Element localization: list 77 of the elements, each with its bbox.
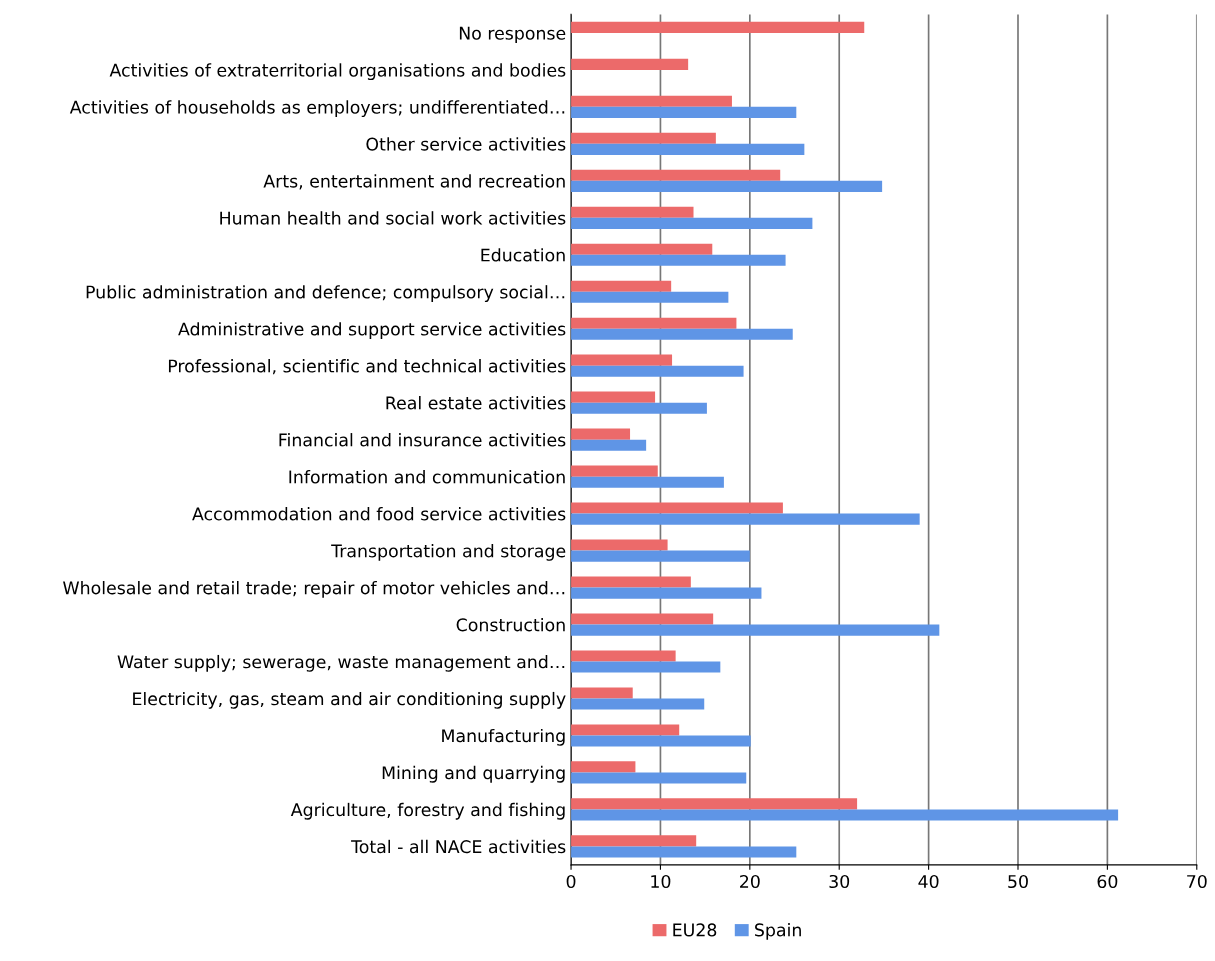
bar	[571, 465, 658, 477]
y-tick-label: Construction	[456, 617, 565, 632]
bar	[571, 365, 744, 377]
bar	[571, 132, 716, 144]
y-tick-label: Water supply; sewerage, waste management and…	[117, 654, 565, 672]
y-tick-label: Financial and insurance activities	[279, 433, 566, 447]
y-tick-label: Total - all NACE activities	[351, 839, 566, 854]
y-tick-label: Human health and social work activities	[220, 211, 566, 225]
x-tick-label: 30	[829, 874, 850, 889]
bar	[571, 206, 694, 218]
bar	[571, 772, 747, 784]
bar	[571, 476, 724, 488]
bar	[571, 550, 750, 562]
bar	[571, 587, 762, 599]
x-tick-label: 0	[566, 874, 576, 889]
bar	[571, 513, 920, 525]
bar	[571, 143, 805, 155]
bar	[571, 402, 707, 414]
bar	[571, 354, 673, 366]
bar	[571, 217, 813, 229]
x-tick-label: 50	[1008, 874, 1028, 889]
bar	[571, 624, 940, 636]
bar	[571, 576, 691, 588]
y-tick-label: Information and communication	[289, 470, 565, 484]
bar	[571, 661, 721, 673]
y-tick-label: Activities of extraterritorial organisations and bodies	[109, 63, 566, 81]
y-tick-label: Other service activities	[366, 137, 566, 151]
bar	[571, 650, 676, 662]
y-tick-label: Education	[481, 248, 565, 262]
y-tick-label: Manufacturing	[442, 728, 565, 746]
bar	[571, 243, 713, 255]
y-tick-label: Real estate activities	[386, 396, 566, 410]
bar	[571, 58, 689, 70]
bar	[571, 439, 647, 451]
bar	[571, 180, 883, 192]
x-tick-label: 60	[1097, 874, 1118, 889]
y-tick-label: No response	[459, 26, 566, 44]
y-tick-label: Agriculture, forestry and fishing	[290, 802, 565, 820]
bar	[571, 106, 797, 118]
y-tick-label: Arts, entertainment and recreation	[263, 174, 565, 190]
x-tick-label: 10	[651, 874, 671, 889]
bar	[571, 761, 636, 773]
bar	[571, 846, 797, 858]
bar	[571, 698, 705, 710]
bar	[571, 21, 865, 33]
bar	[571, 291, 729, 303]
bar	[571, 391, 656, 403]
bar	[571, 169, 781, 181]
y-tick-label: Mining and quarrying	[382, 765, 565, 783]
bar	[571, 798, 858, 810]
y-tick-label: Public administration and defence; compulsory social…	[86, 285, 565, 302]
bar	[571, 95, 732, 107]
bar	[571, 280, 672, 292]
y-tick-label: Electricity, gas, steam and air conditioning supply	[133, 691, 566, 709]
bar	[571, 428, 631, 440]
x-tick-label: 20	[740, 874, 760, 889]
bar	[571, 687, 633, 699]
y-tick-label: Professional, scientific and technical activities	[168, 359, 566, 375]
y-tick-label: Administrative and support service activities	[178, 322, 566, 339]
bar	[571, 835, 697, 847]
y-tick-label: Wholesale and retail trade; repair of motor vehicles and…	[63, 580, 565, 598]
legend-label: EU28	[673, 923, 717, 937]
bar	[571, 724, 680, 736]
bar	[571, 613, 714, 625]
x-tick-label: 40	[918, 874, 939, 889]
y-tick-label: Accommodation and food service activities	[192, 507, 566, 521]
bar	[571, 254, 786, 266]
legend-label: Spain	[755, 923, 801, 940]
y-tick-label: Transportation and storage	[331, 543, 566, 561]
bar	[571, 328, 793, 340]
bar	[571, 539, 668, 551]
bar	[571, 735, 751, 747]
y-tick-label: Activities of households as employers; undifferentiated…	[69, 100, 565, 118]
bar	[571, 317, 737, 329]
bar	[571, 502, 783, 514]
bar	[571, 809, 1119, 821]
x-tick-label: 70	[1187, 874, 1207, 889]
